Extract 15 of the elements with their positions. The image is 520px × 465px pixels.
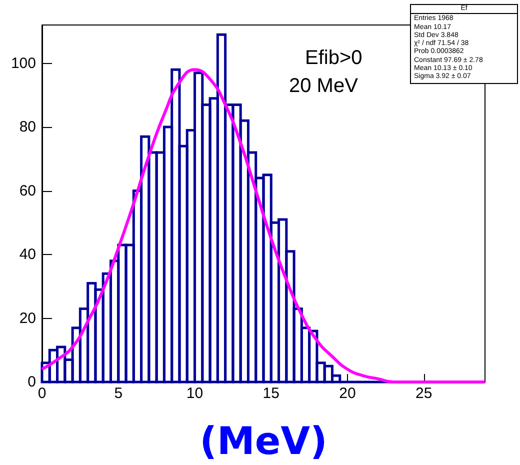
y-tick-label: 0 bbox=[28, 374, 36, 390]
x-tick-label: 25 bbox=[416, 385, 432, 402]
annotation: Efib>0 bbox=[305, 47, 362, 69]
y-tick-label: 40 bbox=[19, 246, 36, 263]
x-tick-label: 10 bbox=[186, 385, 204, 402]
x-tick-label: 0 bbox=[38, 385, 46, 402]
x-axis-title: (MeV) bbox=[200, 419, 328, 463]
y-tick-label: 100 bbox=[10, 54, 36, 72]
x-tick-label: 5 bbox=[114, 385, 123, 402]
annotation: 20 MeV bbox=[289, 75, 359, 97]
x-tick-label: 15 bbox=[262, 385, 280, 402]
y-tick-label: 60 bbox=[19, 182, 36, 200]
y-tick-label: 80 bbox=[19, 118, 36, 136]
x-tick-label: 20 bbox=[339, 385, 356, 402]
y-tick-label: 20 bbox=[19, 310, 36, 327]
